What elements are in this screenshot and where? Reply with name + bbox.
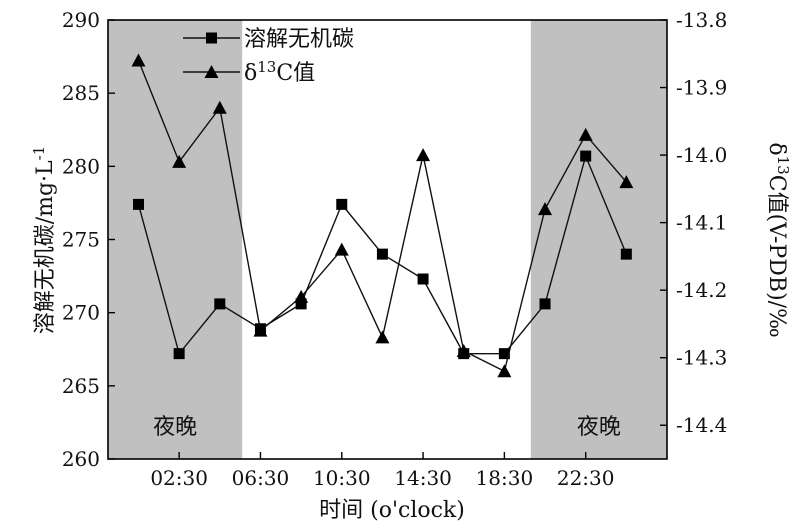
legend-label-d13c-sup: 13 [257,58,276,76]
left-y-tick-label-1: 260 [62,447,100,471]
series-2-point-12 [578,127,593,141]
left-y-tick-label-3: 270 [62,301,100,325]
right-y-tick-label-3: -14.2 [676,278,727,302]
left-y-tick-label-7: 290 [62,8,100,32]
series-1-point-3 [214,298,226,310]
axes-layer: 02:30 06:30 10:30 14:30 18:30 22:30 260 265 270 2… [62,8,727,490]
series-2-point-13 [619,175,634,189]
series-1-point-8 [417,273,429,285]
night-band-1 [108,20,243,459]
right-y-tick-label-2: -14.3 [676,346,727,370]
series-1-point-12 [580,150,592,162]
right-y-axis-title-rest: C值(V-PDB)/‰ [764,175,789,338]
night-band-2 [530,20,667,459]
legend-label-dic: 溶解无机碳 [244,27,354,52]
legend-triangle-marker [204,65,219,78]
series-2-point-3 [212,100,227,114]
x-tick-label-1: 02:30 [150,466,208,490]
right-y-axis-title-sup: 13 [774,156,792,175]
series-2-point-7 [375,330,390,344]
right-y-tick-label-6: -13.9 [676,76,727,100]
series-2-point-5 [294,289,309,303]
legend-label-d13c: δ13C值 [244,58,315,86]
x-tick-label-3: 10:30 [313,466,371,490]
left-y-tick-label-4: 275 [62,228,100,252]
right-y-tick-label-1: -14.4 [676,413,727,437]
series-1-point-2 [173,348,185,360]
night-band-label-1: 夜晚 [153,415,197,440]
series-1-point-6 [336,198,348,210]
series-2-point-2 [172,154,187,168]
x-tick-label-5: 18:30 [476,466,534,490]
left-y-axis-title-sup: -1 [30,146,48,161]
night-band-label-2: 夜晚 [577,415,621,440]
series-2-point-4 [253,323,268,337]
right-y-axis-title-delta: δ [764,142,789,155]
series-2-point-8 [416,148,431,162]
series-2-point-11 [538,202,553,216]
right-y-tick-label-4: -14.1 [676,211,727,235]
right-y-tick-label-5: -14.0 [676,143,727,167]
left-y-axis-title: 溶解无机碳/mg·L-1 [30,146,58,335]
left-y-tick-label-5: 280 [62,154,100,178]
x-axis-title: 时间 (o'clock) [319,498,465,523]
left-y-axis-title-main: 溶解无机碳/mg·L [33,160,58,334]
series-1-point-11 [539,298,551,310]
series-layer [131,53,634,378]
series-2-point-1 [131,53,146,67]
legend: 溶解无机碳 δ13C值 [183,27,354,86]
left-y-tick-label-2: 265 [62,374,100,398]
series-1-point-10 [498,348,510,360]
series-2-point-6 [334,242,349,256]
x-tick-label-6: 22:30 [557,466,615,490]
right-y-axis-title: δ13C值(V-PDB)/‰ [764,142,792,337]
legend-label-d13c-prefix: δ [244,61,257,86]
x-tick-label-4: 14:30 [394,466,452,490]
series-2-point-9 [456,343,471,357]
right-y-tick-label-7: -13.8 [676,8,727,32]
legend-label-d13c-suffix: C值 [276,61,315,86]
left-y-tick-label-6: 285 [62,81,100,105]
series-2-point-10 [497,364,512,378]
series-1-point-1 [132,198,144,210]
series-1-point-13 [620,248,632,260]
legend-square-marker [206,32,217,44]
series-1-point-7 [376,248,388,260]
series-1-point-5 [295,298,307,310]
night-bands: 夜晚 夜晚 [108,20,667,459]
x-tick-label-2: 06:30 [232,466,290,490]
